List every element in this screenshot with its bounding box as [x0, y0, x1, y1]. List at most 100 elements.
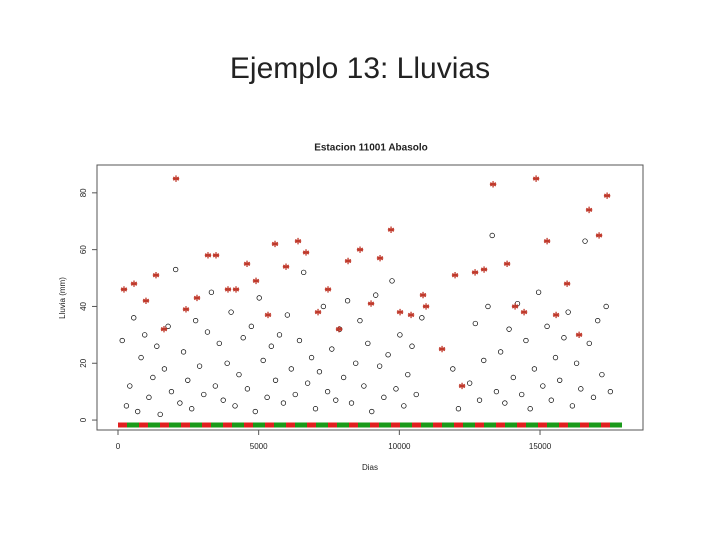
rain-point [127, 383, 133, 389]
rain-point [557, 377, 563, 383]
max-point [422, 303, 430, 310]
rain-point [308, 354, 315, 361]
rain-point [381, 394, 387, 400]
rain-point [192, 317, 199, 324]
max-point [264, 311, 272, 319]
max-point [243, 260, 251, 268]
rain-point [316, 369, 323, 375]
rain-point [165, 323, 171, 329]
rain-point [304, 380, 311, 386]
rain-point [569, 403, 576, 409]
rain-point [173, 266, 179, 273]
rain-point [472, 320, 478, 327]
max-point [224, 286, 232, 293]
rain-point [455, 406, 462, 412]
max-point [302, 249, 310, 256]
slide-title: Ejemplo 13: Lluvias [230, 52, 490, 85]
rain-point [450, 366, 456, 372]
rain-point [493, 389, 500, 395]
max-point [575, 331, 583, 339]
rain-point [157, 411, 163, 418]
rain-point [272, 377, 279, 383]
rain-point [161, 366, 168, 372]
rain-point [296, 337, 303, 344]
max-point [204, 252, 212, 259]
max-point [152, 272, 160, 279]
rain-point [405, 371, 411, 378]
max-point [407, 311, 415, 319]
rain-point [264, 394, 270, 400]
x-tick-label: 15000 [529, 442, 552, 451]
rain-point [535, 289, 542, 295]
max-point [182, 306, 190, 313]
max-point [172, 175, 180, 182]
rain-point [284, 312, 291, 318]
rain-point [401, 403, 407, 409]
max-point [595, 232, 603, 239]
rain-point [540, 383, 546, 389]
max-point [603, 192, 611, 199]
max-point [511, 303, 519, 310]
rain-point [502, 400, 508, 406]
rain-point [586, 340, 592, 347]
max-point [451, 272, 459, 279]
max-point [282, 263, 290, 270]
rain-point [573, 360, 580, 366]
rain-point [476, 397, 483, 403]
rain-point [201, 391, 207, 398]
max-point [489, 181, 497, 188]
rain-point [361, 383, 367, 389]
max-point [344, 257, 352, 265]
x-tick-label: 0 [116, 442, 121, 451]
rain-point [138, 354, 144, 361]
rain-point [527, 406, 533, 412]
rain-point [180, 349, 187, 355]
rain-point [552, 354, 559, 361]
rain-point [467, 380, 473, 386]
rain-point [260, 357, 266, 364]
max-point [387, 226, 395, 233]
y-axis-label: Lluvia (mm) [58, 277, 67, 319]
max-point [563, 280, 571, 287]
x-tick-label: 5000 [250, 442, 268, 451]
rain-point [196, 363, 203, 369]
rain-point [142, 332, 148, 338]
max-point [503, 260, 511, 268]
y-tick-label: 0 [79, 417, 88, 422]
rain-point [369, 408, 375, 415]
rain-point [252, 408, 258, 415]
rain-point [353, 360, 359, 366]
max-point [552, 311, 560, 319]
rain-point [232, 403, 238, 409]
rain-point [185, 377, 191, 383]
y-tick-label: 60 [79, 245, 88, 254]
rain-point [150, 374, 156, 381]
max-point [314, 308, 322, 316]
rain-point [288, 366, 294, 372]
rain-point [280, 400, 287, 406]
y-tick-label: 80 [79, 188, 88, 197]
rain-point [389, 278, 395, 284]
rain-point [324, 389, 331, 395]
rain-point [344, 298, 351, 304]
rain-point [135, 408, 141, 415]
rain-point [320, 303, 327, 310]
y-tick-label: 40 [79, 301, 88, 310]
rain-point [489, 232, 495, 239]
rain-point [301, 269, 307, 276]
rain-point [413, 391, 419, 398]
rain-point [506, 326, 512, 332]
rain-point [312, 406, 319, 412]
rain-point [333, 397, 339, 403]
max-point [335, 325, 343, 333]
max-point [232, 286, 240, 293]
max-point [252, 277, 260, 285]
max-point [142, 297, 150, 304]
rain-point [393, 386, 399, 392]
rain-point [228, 309, 234, 315]
rain-point [373, 292, 379, 298]
max-point [120, 286, 128, 293]
rain-point [340, 374, 347, 381]
max-point [532, 175, 540, 182]
